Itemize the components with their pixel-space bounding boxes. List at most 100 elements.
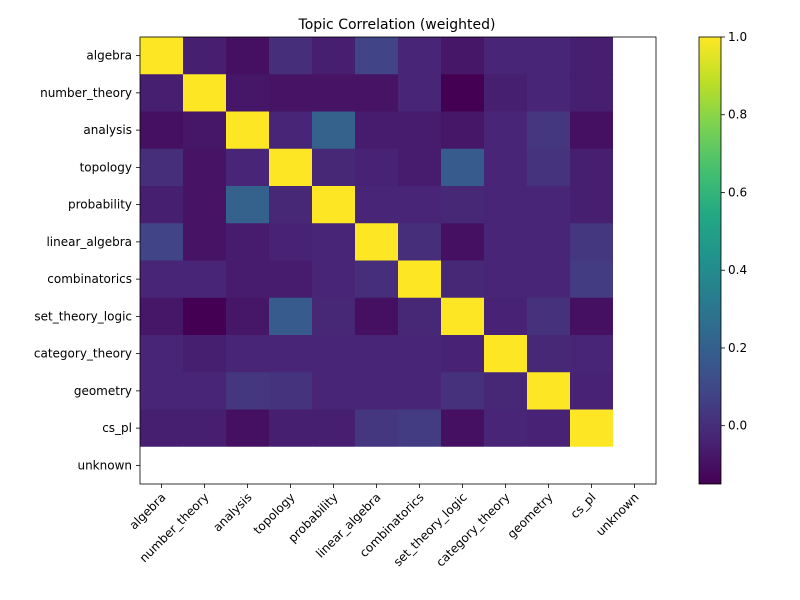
- heatmap-cell: [398, 297, 442, 336]
- heatmap-cell: [355, 111, 399, 150]
- x-tick-label: analysis: [210, 490, 254, 534]
- heatmap-cell: [484, 111, 528, 150]
- heatmap-cell: [398, 335, 442, 373]
- heatmap-cell: [484, 148, 528, 187]
- heatmap-cell: [570, 111, 614, 150]
- heatmap-cell: [484, 446, 528, 485]
- heatmap-cell: [183, 409, 227, 448]
- heatmap-cell: [183, 186, 227, 224]
- y-tick-label: linear_algebra: [46, 235, 132, 249]
- heatmap-cell: [570, 74, 614, 112]
- heatmap-cell: [484, 297, 528, 336]
- heatmap-cell: [140, 335, 184, 373]
- heatmap-cell: [269, 335, 313, 373]
- heatmap-cell: [441, 372, 485, 410]
- heatmap-cell: [312, 446, 356, 485]
- heatmap-cell: [140, 148, 184, 187]
- heatmap-cell: [226, 37, 270, 75]
- heatmap-cell: [140, 223, 184, 261]
- colorbar-tick-label: 1.0: [728, 30, 747, 44]
- heatmap-cell: [570, 335, 614, 373]
- heatmap-cell: [527, 372, 571, 410]
- heatmap-cell: [355, 74, 399, 112]
- heatmap-cell: [570, 446, 614, 485]
- heatmap-cell: [441, 111, 485, 150]
- heatmap-cell: [226, 409, 270, 448]
- x-tick-label: unknown: [593, 490, 641, 538]
- heatmap-cell: [398, 148, 442, 187]
- y-tick-label: geometry: [74, 384, 132, 398]
- heatmap-cell: [140, 297, 184, 336]
- heatmap-cell: [226, 446, 270, 485]
- heatmap-cell: [269, 148, 313, 187]
- heatmap-cell: [484, 186, 528, 224]
- x-axis: algebranumber_theoryanalysistopologyprob…: [126, 484, 642, 569]
- heatmap-cell: [398, 446, 442, 485]
- heatmap-cell: [226, 372, 270, 410]
- heatmap-cell: [312, 260, 356, 299]
- x-tick-label: set_theory_logic: [391, 490, 470, 569]
- heatmap-cell: [613, 297, 657, 336]
- heatmap-cell: [226, 260, 270, 299]
- heatmap-cell: [269, 186, 313, 224]
- heatmap-cell: [398, 37, 442, 75]
- heatmap-cell: [226, 223, 270, 261]
- x-tick-label: category_theory: [433, 490, 512, 569]
- plot-frame: [139, 36, 657, 485]
- heatmap-cell: [527, 297, 571, 336]
- heatmap-cell: [269, 372, 313, 410]
- heatmap-cell: [355, 372, 399, 410]
- heatmap-cell: [269, 297, 313, 336]
- y-tick-label: category_theory: [34, 347, 132, 361]
- heatmap-cell: [269, 111, 313, 150]
- heatmap-cell: [312, 223, 356, 261]
- colorbar-tick-label: 0.8: [728, 108, 747, 122]
- heatmap-cell: [183, 74, 227, 112]
- heatmap-cell: [226, 186, 270, 224]
- heatmap-cell: [441, 446, 485, 485]
- heatmap-cell: [484, 335, 528, 373]
- heatmap-cell: [269, 260, 313, 299]
- heatmap-cell: [140, 186, 184, 224]
- heatmap-cell: [484, 260, 528, 299]
- heatmap-cell: [269, 223, 313, 261]
- colorbar-tick-label: 0.2: [728, 341, 747, 355]
- chart-title: Topic Correlation (weighted): [298, 17, 496, 33]
- heatmap-cell: [527, 111, 571, 150]
- y-tick-label: topology: [80, 160, 132, 174]
- heatmap-cell: [570, 409, 614, 448]
- y-tick-label: cs_pl: [102, 421, 132, 435]
- heatmap-cell: [269, 409, 313, 448]
- heatmap-cell: [140, 37, 184, 75]
- heatmap-cell: [312, 409, 356, 448]
- heatmap-cell: [183, 372, 227, 410]
- colorbar-tick-label: 0.6: [728, 185, 747, 199]
- heatmap-cell: [441, 74, 485, 112]
- heatmap-cell: [527, 260, 571, 299]
- heatmap-cell: [484, 409, 528, 448]
- heatmap-cell: [484, 74, 528, 112]
- heatmap-cell: [269, 74, 313, 112]
- heatmap-cell: [441, 297, 485, 336]
- heatmap-cell: [484, 372, 528, 410]
- heatmap-cell: [398, 372, 442, 410]
- heatmap-cell: [355, 446, 399, 485]
- heatmap-cell: [226, 74, 270, 112]
- heatmap-cell: [527, 409, 571, 448]
- heatmap-cell: [183, 297, 227, 336]
- heatmap-cell: [312, 297, 356, 336]
- heatmap-cell: [527, 446, 571, 485]
- heatmap-cell: [613, 446, 657, 485]
- heatmap-cell: [570, 372, 614, 410]
- heatmap-cell: [613, 223, 657, 261]
- heatmap-cell: [398, 186, 442, 224]
- y-tick-label: set_theory_logic: [34, 309, 132, 323]
- heatmap-cell: [570, 297, 614, 336]
- heatmap-cell: [312, 148, 356, 187]
- heatmap-cell: [226, 297, 270, 336]
- heatmap-cell: [312, 37, 356, 75]
- heatmap-cell: [441, 37, 485, 75]
- x-tick-label: cs_pl: [568, 490, 599, 521]
- heatmap-cell: [140, 111, 184, 150]
- heatmap-cell: [441, 409, 485, 448]
